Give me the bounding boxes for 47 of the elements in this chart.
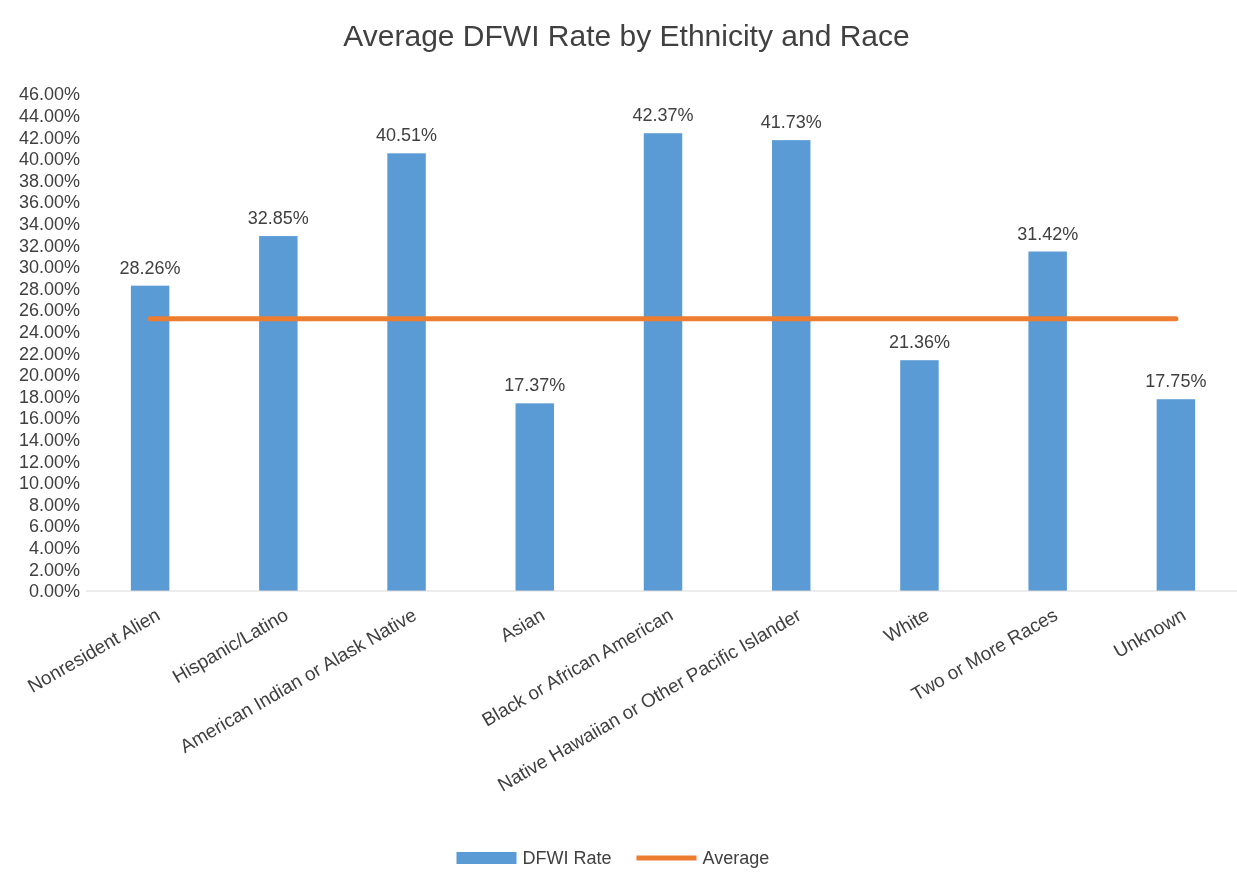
data-label: 28.26% [119,257,181,278]
data-label: 17.37% [504,375,566,396]
y-tick-label: 34.00% [18,213,80,234]
y-tick-label: 4.00% [28,538,80,559]
y-tick-label: 8.00% [28,494,80,515]
bar [387,153,426,591]
legend-label: Average [702,848,770,869]
y-tick-label: 20.00% [18,365,80,386]
y-tick-label: 42.00% [18,127,80,148]
bar [900,360,939,591]
y-tick-label: 10.00% [18,473,80,494]
chart-title: Average DFWI Rate by Ethnicity and Race [343,19,910,52]
y-tick-label: 0.00% [28,581,80,602]
data-label: 42.37% [632,105,694,126]
data-label: 32.85% [247,208,309,229]
bar [1156,399,1196,591]
y-tick-label: 44.00% [18,105,80,126]
legend-label: DFWI Rate [522,848,612,869]
y-tick-label: 2.00% [28,559,80,580]
bar [259,236,298,591]
y-tick-label: 32.00% [18,235,80,256]
y-tick-label: 38.00% [18,170,80,191]
y-tick-label: 30.00% [18,257,80,278]
bar [643,133,683,591]
bar [130,285,170,591]
y-tick-label: 14.00% [18,430,80,451]
y-tick-label: 22.00% [18,343,80,364]
y-tick-label: 46.00% [18,84,80,105]
y-tick-label: 28.00% [18,278,80,299]
y-tick-label: 24.00% [18,322,80,342]
data-label: 17.75% [1145,371,1207,392]
data-label: 31.42% [1017,223,1079,244]
x-tick-label: Asian [496,604,549,646]
y-tick-label: 12.00% [18,451,80,472]
y-tick-label: 26.00% [18,300,80,321]
bar [515,403,555,591]
y-tick-label: 6.00% [28,516,80,537]
y-tick-label: 16.00% [18,408,80,429]
data-label: 21.36% [888,332,950,353]
bar [771,140,811,591]
x-tick-label: White [880,604,933,647]
data-label: 41.73% [760,112,822,133]
data-label: 40.51% [376,125,438,146]
y-tick-label: 40.00% [18,149,80,170]
bar [1028,251,1067,591]
y-tick-label: 18.00% [18,386,80,407]
y-tick-label: 36.00% [18,192,80,213]
